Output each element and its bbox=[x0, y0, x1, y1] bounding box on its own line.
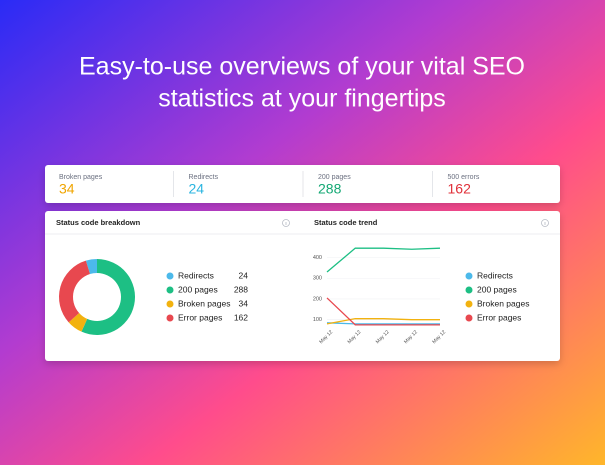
donut-slice bbox=[81, 259, 135, 336]
legend-dot bbox=[465, 314, 473, 322]
panel-title: Status code breakdown bbox=[56, 218, 141, 227]
panel-title: Status code trend bbox=[314, 218, 378, 227]
stat-label: 200 pages bbox=[318, 174, 351, 181]
y-tick-label: 200 bbox=[313, 296, 322, 302]
legend-dot bbox=[166, 314, 174, 322]
trend-line bbox=[326, 247, 441, 273]
legend-label: Redirects bbox=[178, 270, 214, 280]
headline: statistics at your fingertips bbox=[158, 85, 446, 113]
legend-dot bbox=[465, 300, 473, 308]
stat-value: 288 bbox=[318, 181, 342, 197]
legend-value: 24 bbox=[239, 270, 249, 280]
stat-label: 500 errors bbox=[448, 174, 480, 181]
legend-value: 34 bbox=[239, 298, 249, 308]
legend-label: 200 pages bbox=[178, 284, 218, 294]
donut-slice bbox=[68, 312, 88, 332]
legend-label: Redirects bbox=[477, 270, 513, 280]
y-tick-label: 100 bbox=[313, 317, 322, 323]
info-icon[interactable] bbox=[282, 219, 290, 227]
trend-line bbox=[326, 318, 440, 325]
trend-line bbox=[326, 322, 440, 325]
legend-dot bbox=[166, 286, 174, 294]
legend-dot bbox=[166, 272, 174, 280]
legend-label: Broken pages bbox=[477, 298, 529, 308]
stat-value: 24 bbox=[189, 181, 205, 197]
y-tick-label: 300 bbox=[313, 276, 322, 282]
legend-dot bbox=[166, 300, 174, 308]
stat-value: 34 bbox=[59, 181, 75, 197]
headline: Easy-to-use overviews of your vital SEO bbox=[79, 53, 525, 81]
legend-dot bbox=[465, 272, 473, 280]
trend-line bbox=[326, 297, 440, 326]
stat-label: Redirects bbox=[189, 174, 219, 181]
donut-slice bbox=[85, 258, 98, 275]
legend-value: 288 bbox=[234, 284, 248, 294]
legend-label: Error pages bbox=[477, 312, 521, 322]
info-icon[interactable] bbox=[541, 219, 549, 227]
legend-label: Error pages bbox=[178, 312, 222, 322]
legend-value: 162 bbox=[234, 312, 248, 322]
stat-label: Broken pages bbox=[59, 174, 103, 181]
legend-label: Broken pages bbox=[178, 298, 230, 308]
legend-label: 200 pages bbox=[477, 284, 517, 294]
y-tick-label: 400 bbox=[313, 255, 322, 261]
legend-dot bbox=[465, 286, 473, 294]
stat-value: 162 bbox=[448, 181, 472, 197]
donut-slice bbox=[58, 260, 90, 323]
